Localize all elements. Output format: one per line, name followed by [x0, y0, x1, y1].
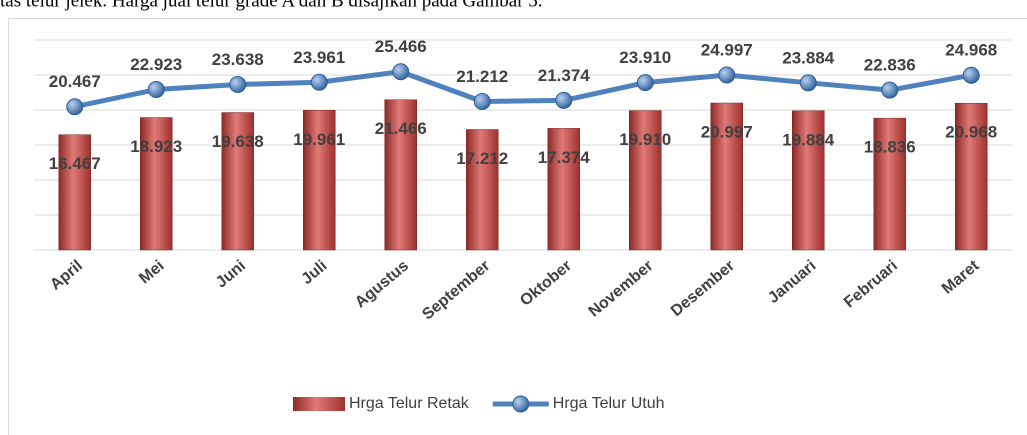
data-label: 19.638	[212, 132, 264, 151]
x-tick-label: Januari	[765, 257, 820, 307]
data-label: 20.467	[49, 72, 101, 91]
data-label: 24.997	[701, 41, 753, 60]
data-label: 19.961	[293, 130, 345, 149]
data-label: 23.910	[619, 48, 671, 67]
bar	[140, 117, 173, 251]
x-tick-label: Mei	[136, 257, 167, 287]
data-label: 20.968	[945, 123, 997, 142]
line-marker	[881, 81, 899, 99]
data-label: 21.466	[375, 119, 427, 138]
data-label: 23.638	[212, 50, 264, 69]
bar	[303, 110, 336, 251]
legend-label: Hrga Telur Retak	[349, 395, 470, 412]
data-label: 19.910	[619, 130, 671, 149]
bar	[792, 110, 825, 251]
data-label: 21.212	[456, 67, 508, 86]
data-label: 17.374	[538, 148, 591, 167]
data-label: 21.374	[538, 66, 591, 85]
line-marker	[147, 81, 165, 99]
data-label: 17.212	[456, 149, 508, 168]
data-label: 22.923	[130, 55, 182, 74]
data-label: 22.836	[864, 56, 916, 75]
line-marker	[229, 76, 247, 94]
line	[74, 69, 972, 110]
x-tick-label: September	[419, 257, 493, 323]
x-tick-label: November	[586, 257, 657, 320]
x-tick-label: Juni	[213, 257, 249, 291]
line-marker	[392, 63, 410, 81]
line-marker	[310, 73, 328, 91]
data-label: 18.923	[130, 137, 182, 156]
legend-swatch	[293, 397, 345, 411]
x-tick-label: Juli	[298, 257, 330, 288]
data-label: 20.997	[701, 123, 753, 142]
data-label: 24.968	[945, 41, 997, 60]
line-marker	[962, 66, 980, 84]
bar	[955, 102, 988, 251]
bar	[629, 110, 662, 251]
x-tick-label: Agustus	[352, 257, 412, 311]
data-label: 19.884	[782, 130, 835, 149]
x-tick-label: Maret	[939, 257, 983, 298]
data-label: 23.961	[293, 48, 345, 67]
bar	[221, 112, 254, 251]
line-marker	[718, 66, 736, 84]
legend-swatch-marker	[512, 395, 530, 413]
bar	[466, 129, 499, 251]
data-label: 16.467	[49, 154, 101, 173]
data-label: 18.836	[864, 138, 916, 157]
bar	[58, 134, 91, 251]
bar	[384, 99, 417, 251]
line-marker	[473, 93, 491, 111]
x-tick-label: April	[47, 257, 86, 293]
bar	[710, 102, 743, 251]
data-label: 25.466	[375, 37, 427, 56]
line-marker	[66, 98, 84, 116]
legend-label: Hrga Telur Utuh	[553, 395, 665, 412]
x-tick-label: Februari	[841, 257, 901, 311]
caption: tas telur jelek. Harga jual telur grade …	[0, 0, 543, 11]
line-marker	[799, 74, 817, 92]
bar	[873, 117, 906, 251]
x-tick-label: Oktober	[517, 257, 575, 309]
line-marker	[636, 74, 654, 92]
data-label: 23.884	[782, 48, 835, 67]
x-tick-label: Desember	[668, 257, 738, 320]
chart-border	[8, 18, 1027, 435]
line-marker	[555, 91, 573, 109]
bar	[547, 128, 580, 251]
